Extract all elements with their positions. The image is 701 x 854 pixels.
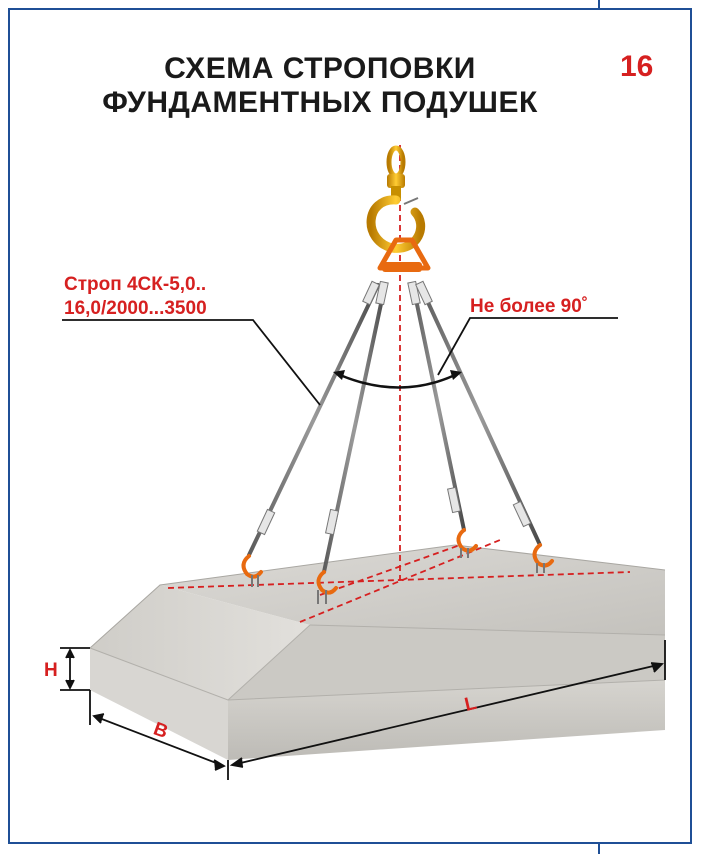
title-line-1: СХЕМА СТРОПОВКИ <box>164 52 476 85</box>
title-line-2: ФУНДАМЕНТНЫХ ПОДУШЕК <box>102 86 538 119</box>
page-title: СХЕМА СТРОПОВКИ ФУНДАМЕНТНЫХ ПОДУШЕК <box>70 52 570 120</box>
crane-hook-icon <box>366 145 431 272</box>
dimension-length <box>229 640 666 768</box>
dimension-width-label: B <box>151 719 171 743</box>
sling-label-line-1: Строп 4СК-5,0.. <box>64 274 206 295</box>
dimension-height <box>60 647 90 691</box>
block-front-slope <box>90 585 310 700</box>
block-end-face <box>90 648 228 760</box>
center-lines <box>167 145 631 623</box>
block-top-back-slope <box>160 545 665 635</box>
angle-arc <box>333 370 462 389</box>
sheet-number: 16 <box>620 50 654 83</box>
sling-ferrules <box>256 280 532 536</box>
sling-label-line-2: 16,0/2000...3500 <box>64 298 207 319</box>
angle-label: Не более 90˚ <box>470 296 588 317</box>
block-right-slope <box>228 625 665 700</box>
lifting-loops <box>251 548 545 604</box>
foundation-block <box>89 544 666 760</box>
dimension-height-label: H <box>44 660 58 681</box>
dimension-length-label: L <box>463 693 479 716</box>
dimension-width <box>89 690 229 780</box>
frame-edge-bottom <box>598 844 600 854</box>
frame-edge-top <box>598 0 600 10</box>
sling-ropes <box>247 283 542 574</box>
callout-leaders <box>62 317 618 406</box>
